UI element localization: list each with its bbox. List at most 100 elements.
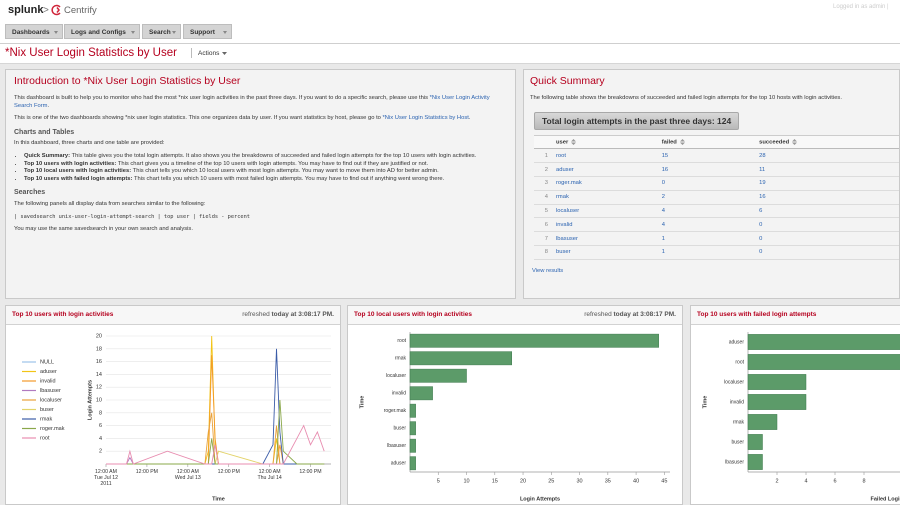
refresh-info: refreshed today at 3:08:17 PM. (242, 306, 334, 324)
nav-tab[interactable]: Support (183, 24, 232, 39)
x-tick-label: 12:00 PM (299, 469, 322, 475)
divider (191, 48, 192, 58)
y-tick-label: 12 (96, 385, 102, 391)
y-tick-label: invalid (730, 399, 744, 405)
row-number: 3 (534, 176, 552, 191)
chart-title: Top 10 users with failed login attempts (697, 311, 817, 318)
summary-table: user failed succeeded 1 root 15 28 2 aduser 16 11 3… (534, 134, 899, 260)
intro-panel: Introduction to *Nix User Login Statisti… (5, 69, 516, 299)
chart: 2 4 6 8 10 12 14 16 18 20 Login Attempts Time NULL ad… (22, 333, 331, 502)
y-tick-label: roger.mak (384, 408, 407, 414)
cell[interactable]: localuser (552, 204, 658, 219)
table-row: 5 localuser 4 6 (534, 204, 899, 219)
table-row: 3 roger.mak 0 19 (534, 176, 899, 191)
link[interactable]: *Nix User Login Activity Search Form (14, 95, 490, 109)
chart-panel: refreshed today at 3:08:17 PM. Top 10 use… (5, 305, 341, 505)
column-label: succeeded (759, 139, 790, 146)
bar (409, 333, 659, 348)
cell: 16 (657, 162, 756, 177)
chart-area: 2 4 6 8 10 12 14 16 18 20 Login Attempts Time NULL ad… (6, 324, 340, 504)
heading: Charts and Tables (14, 128, 75, 136)
cell: 0 (755, 217, 899, 233)
cell[interactable]: rmak (552, 190, 658, 205)
legend-label: lbasuser (40, 388, 61, 394)
cell: 16 (755, 190, 899, 205)
heading: Searches (14, 189, 46, 197)
cell: 15 (657, 148, 756, 164)
y-tick-label: 16 (96, 359, 102, 365)
x-tick-label: 40 (633, 478, 639, 484)
text: . (47, 102, 50, 109)
x-tick-label: 35 (605, 478, 611, 484)
legend-label: aduser (40, 369, 57, 375)
cell[interactable]: root (552, 148, 658, 164)
actions-menu[interactable]: Actions (198, 50, 220, 57)
x-tick-label: 12:00 AM Tue Jul 12 2011 (93, 469, 119, 487)
chart-header: refreshed today at 3:08:17 PM. Top 10 loc… (348, 306, 682, 325)
refresh-label: refreshed (584, 311, 612, 318)
cell[interactable]: invalid (552, 217, 658, 233)
logo-separator: > (43, 5, 49, 16)
panel-title: Quick Summary (530, 75, 605, 87)
column-header[interactable]: user (552, 134, 658, 150)
cell[interactable]: buser (552, 245, 658, 260)
text: This table gives you the total login att… (70, 152, 477, 159)
x-axis-title: Login Attempts (520, 496, 560, 502)
y-tick-label: rmak (733, 419, 745, 425)
nav-tab[interactable]: Logs and Configs (64, 24, 140, 39)
cell: 1 (657, 245, 756, 260)
legend-label: root (40, 435, 50, 441)
chart: 2 4 6 8 aduser root localuser invalid rmak buser l… (702, 332, 900, 502)
cell: 11 (755, 162, 899, 177)
bar (747, 354, 900, 370)
cell[interactable]: lbasuser (552, 231, 658, 246)
y-tick-label: root (397, 338, 406, 344)
y-tick-label: 2 (99, 449, 102, 455)
x-tick-label: 5 (437, 478, 440, 484)
y-tick-label: 20 (96, 333, 102, 339)
legend-label: rmak (40, 416, 52, 422)
bar (409, 456, 416, 471)
link[interactable]: *Nix User Login Statistics by Host (382, 115, 469, 122)
bold: Top 10 users with failed login attempts: (24, 175, 133, 182)
paragraph: The following panels all display data fr… (14, 200, 206, 207)
column-header[interactable]: failed (657, 134, 756, 150)
view-results-wrap: View results (532, 268, 893, 274)
bar (409, 421, 416, 436)
bold: Top 10 users with login activities: (24, 160, 117, 167)
view-results-link[interactable]: View results (532, 267, 564, 274)
cell[interactable]: roger.mak (552, 176, 658, 191)
list-item: Top 10 local users with login activities… (24, 168, 507, 176)
table-header-row: user failed succeeded (534, 134, 899, 150)
y-tick-label: aduser (729, 339, 745, 345)
column-label: user (556, 139, 569, 146)
nav-tab[interactable]: Search (142, 24, 181, 39)
column-header[interactable]: succeeded (755, 134, 899, 150)
x-tick-label: 25 (548, 478, 554, 484)
bar (409, 438, 416, 453)
chart-title: Top 10 local users with login activities (354, 311, 472, 318)
logo[interactable]: splunk (8, 4, 44, 16)
list-item: Quick Summary: This table gives you the … (24, 153, 507, 161)
list-item: Top 10 users with login activities: This… (24, 161, 507, 169)
text: This chart tells you which 10 users with… (132, 175, 445, 182)
nav-tab[interactable]: Dashboards (5, 24, 63, 39)
cell[interactable]: aduser (552, 162, 658, 177)
bar (747, 374, 807, 390)
cell: 2 (657, 190, 756, 205)
cell: 0 (755, 245, 899, 260)
intro-text: This dashboard is built to help you to m… (14, 95, 507, 234)
y-tick-label: 6 (99, 423, 102, 429)
y-tick-label: lbasuser (387, 443, 406, 449)
x-axis-title: Time (212, 496, 225, 502)
bar (747, 414, 778, 430)
sort-arrows (571, 138, 577, 145)
top-bar: splunk > Centrify Logged in as admin | D… (0, 0, 900, 44)
bar (409, 351, 512, 366)
chart-panel: refreshed today at 3:08:17 PM. Top 10 loc… (347, 305, 683, 505)
text: . (468, 115, 471, 122)
refresh-time: today at 3:08:17 PM. (613, 311, 677, 318)
summary-description: The following table shows the breakdowns… (530, 95, 842, 101)
bold: Quick Summary: (24, 152, 71, 159)
